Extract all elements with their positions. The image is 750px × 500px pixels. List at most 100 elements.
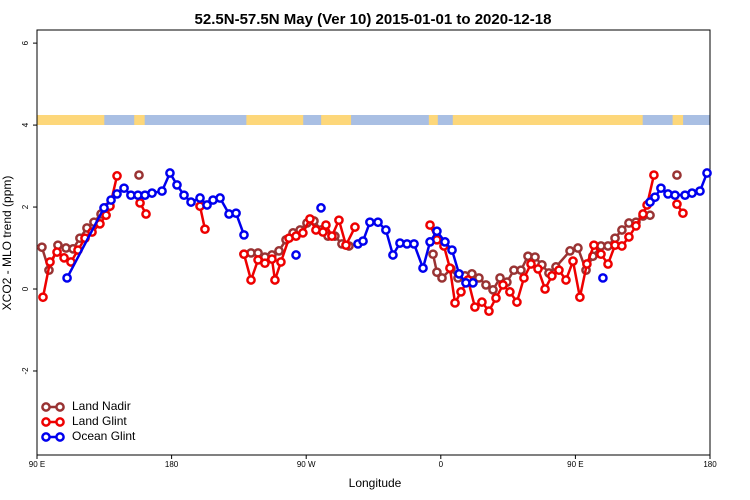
point [477, 297, 487, 307]
point [516, 265, 526, 276]
point [656, 183, 666, 194]
point [695, 186, 705, 196]
point [687, 188, 697, 198]
point [589, 240, 599, 251]
x-tick-label: 180 [165, 460, 179, 469]
point [432, 267, 442, 278]
point [650, 192, 660, 203]
point [112, 171, 122, 181]
point [260, 258, 270, 269]
point [678, 208, 688, 219]
x-axis-label: Longitude [349, 476, 402, 490]
point [624, 232, 634, 242]
point [437, 273, 447, 283]
legend-marker [55, 417, 65, 427]
point [670, 190, 680, 201]
y-tick-label: 6 [21, 40, 30, 45]
point [99, 203, 109, 213]
point [106, 195, 116, 205]
land-ocean-strip [37, 115, 710, 125]
point [505, 287, 515, 297]
point [447, 245, 457, 255]
point [179, 190, 189, 201]
legend-marker [41, 417, 51, 427]
point [425, 220, 435, 230]
point [582, 259, 592, 269]
point [157, 186, 167, 196]
point [239, 230, 249, 240]
point [702, 168, 712, 178]
point [561, 275, 571, 285]
point [316, 203, 326, 213]
point [327, 231, 337, 241]
point [533, 264, 543, 274]
point [530, 252, 540, 262]
legend-marker [41, 402, 51, 412]
point [425, 237, 435, 247]
ocean-band [642, 115, 673, 125]
x-tick-label: 90 E [29, 460, 45, 469]
point [37, 242, 47, 253]
point [672, 199, 682, 210]
point [409, 239, 419, 249]
x-tick-label: 0 [439, 460, 444, 469]
point [526, 259, 536, 269]
legend-label: Land Glint [72, 414, 127, 428]
point [267, 254, 277, 264]
chart-title: 52.5N-57.5N May (Ver 10) 2015-01-01 to 2… [195, 11, 552, 28]
y-tick-label: 4 [21, 122, 30, 127]
point [350, 222, 360, 232]
series-line [65, 170, 246, 279]
ocean-band [144, 115, 247, 125]
legend-label: Land Nadir [72, 399, 131, 413]
point [59, 253, 69, 263]
legend-label: Ocean Glint [72, 429, 136, 443]
legend-marker [55, 402, 65, 412]
point [456, 287, 466, 297]
y-tick-label: 2 [21, 204, 30, 209]
point [291, 250, 301, 260]
y-axis-label: XCO2 - MLO trend (ppm) [0, 176, 14, 311]
point [195, 193, 205, 203]
plot-frame [36, 29, 711, 456]
ocean-band [437, 115, 453, 125]
x-tick-label: 90 W [297, 460, 316, 469]
point [565, 246, 575, 256]
x-tick-label: 90 E [567, 460, 583, 469]
point [450, 298, 460, 308]
point [321, 220, 331, 230]
point [491, 293, 501, 303]
point [373, 217, 383, 228]
point [598, 273, 608, 283]
point [481, 280, 491, 290]
legend-marker [41, 432, 51, 442]
point [488, 284, 498, 295]
point [62, 273, 72, 283]
point [617, 225, 627, 235]
point [445, 263, 455, 273]
point [134, 170, 144, 180]
point [617, 241, 627, 251]
point [202, 200, 212, 210]
point [428, 249, 438, 260]
point [418, 263, 428, 273]
point [554, 265, 564, 276]
point [305, 214, 315, 224]
point [474, 273, 484, 283]
point [358, 236, 368, 246]
point [575, 292, 585, 303]
point [603, 259, 613, 269]
point [165, 168, 175, 178]
point [454, 269, 464, 279]
point [215, 193, 225, 203]
point [381, 225, 391, 235]
point [432, 226, 442, 237]
point [468, 278, 478, 288]
point [112, 189, 122, 199]
point [388, 250, 398, 260]
point [440, 237, 450, 247]
point [239, 249, 249, 260]
point [186, 197, 196, 207]
point [270, 275, 280, 285]
